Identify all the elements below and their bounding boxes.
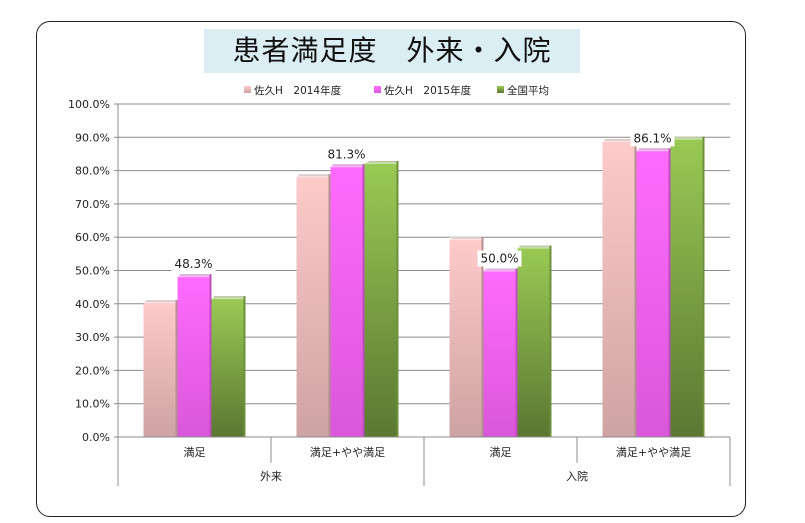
x-category-label: 満足+やや満足 xyxy=(310,446,385,459)
y-tick-label: 90.0% xyxy=(75,131,110,144)
chart-title: 患者満足度 外来・入院 xyxy=(232,34,552,67)
bar-highlight xyxy=(636,148,669,152)
bar xyxy=(602,140,635,437)
y-tick-label: 40.0% xyxy=(75,298,110,311)
legend-swatch xyxy=(244,86,251,93)
bar xyxy=(670,138,703,437)
legend-label: 佐久H 2014年度 xyxy=(254,84,342,97)
title-background xyxy=(204,29,580,73)
bar xyxy=(517,247,550,437)
legend: 佐久H 2014年度 佐久H 2015年度 全国平均 xyxy=(244,84,549,97)
bar-highlight xyxy=(364,160,397,164)
bar-highlight xyxy=(517,245,550,249)
x-category-label: 満足 xyxy=(490,446,512,459)
bar-highlight xyxy=(143,300,176,304)
legend-swatch xyxy=(374,86,381,93)
data-label: 81.3% xyxy=(327,147,365,161)
bar xyxy=(143,302,176,437)
bar xyxy=(364,162,397,438)
legend-swatch xyxy=(497,86,504,93)
y-tick-label: 10.0% xyxy=(75,398,110,411)
x-category-label: 満足 xyxy=(184,446,206,459)
y-tick-label: 60.0% xyxy=(75,231,110,244)
y-tick-label: 70.0% xyxy=(75,198,110,211)
bar xyxy=(177,276,210,437)
bar-highlight xyxy=(330,164,363,168)
bar-highlight xyxy=(670,136,703,140)
y-axis-ticks: 0.0% 10.0% 20.0% 30.0% 40.0% 50.0% 60.0% 70.0% 8… xyxy=(68,98,110,444)
y-tick-label: 80.0% xyxy=(75,165,110,178)
y-tick-label: 20.0% xyxy=(75,364,110,377)
bar-highlight xyxy=(483,268,516,272)
data-label: 48.3% xyxy=(174,257,212,271)
legend-label: 全国平均 xyxy=(507,84,549,97)
bar xyxy=(449,238,482,437)
y-tick-label: 50.0% xyxy=(75,265,110,278)
bar xyxy=(211,298,244,437)
bar xyxy=(296,176,329,438)
x-category-label: 満足+やや満足 xyxy=(616,446,691,459)
data-label: 50.0% xyxy=(480,252,518,266)
bar-highlight xyxy=(602,138,635,142)
bars xyxy=(143,136,705,438)
legend-label: 佐久H 2015年度 xyxy=(384,84,472,97)
data-label-bg xyxy=(477,250,522,267)
bar-highlight xyxy=(296,174,329,178)
bar xyxy=(483,270,516,437)
bar xyxy=(636,150,669,438)
y-tick-label: 100.0% xyxy=(68,98,110,111)
bar-highlight xyxy=(177,274,210,278)
data-label-bg xyxy=(171,256,216,273)
bar xyxy=(330,166,363,437)
data-labels: 48.3% 81.3% 50.0% 86.1% xyxy=(171,130,675,273)
bar-highlight xyxy=(211,296,244,300)
x-group-label: 入院 xyxy=(566,469,588,483)
bar-highlight xyxy=(449,236,482,240)
y-tick-label: 0.0% xyxy=(82,431,110,444)
y-tick-label: 30.0% xyxy=(75,331,110,344)
data-label: 86.1% xyxy=(633,131,671,145)
data-label-bg xyxy=(324,146,369,163)
data-label-bg xyxy=(630,130,675,147)
x-group-label: 外来 xyxy=(260,470,282,483)
